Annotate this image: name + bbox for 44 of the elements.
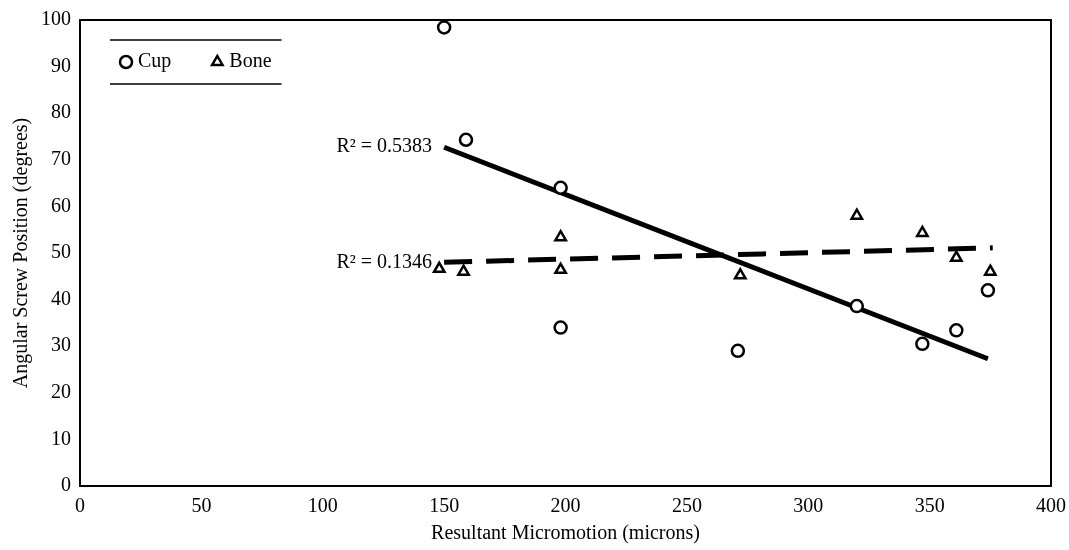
y-tick-label: 20 (51, 380, 71, 403)
point (949, 323, 964, 338)
y-tick-label: 80 (51, 100, 71, 123)
y-tick-label: 90 (51, 53, 71, 76)
point (915, 225, 929, 238)
y-tick-label: 0 (61, 473, 71, 496)
x-tick-label: 0 (75, 494, 85, 517)
point (553, 180, 568, 196)
y-tick-label: 40 (51, 286, 71, 309)
legend-label: Cup (138, 49, 172, 73)
point (983, 264, 997, 276)
x-tick-label: 400 (1036, 494, 1066, 517)
y-axis-title: Angular Screw Position (degrees) (9, 117, 33, 389)
y-tick-label: 30 (51, 333, 71, 356)
annotation: R² = 0.1346 (336, 249, 433, 272)
x-tick-label: 100 (307, 494, 338, 517)
x-tick-label: 250 (671, 494, 702, 517)
point (432, 261, 446, 274)
point (915, 336, 930, 352)
y-tick-label: 70 (51, 147, 71, 170)
y-tick-label: 10 (51, 426, 71, 449)
point (980, 283, 996, 298)
legend-label: Bone (229, 49, 272, 72)
y-tick-label: 100 (41, 7, 71, 30)
point (458, 132, 474, 148)
point (554, 229, 568, 242)
point (730, 343, 746, 359)
point (949, 250, 963, 262)
x-tick-label: 300 (793, 494, 824, 517)
annotation: R² = 0.5383 (336, 134, 433, 157)
point (553, 320, 568, 335)
point (457, 264, 470, 276)
y-tick-label: 60 (51, 193, 71, 216)
point (436, 20, 452, 35)
point (554, 262, 568, 275)
point (849, 298, 865, 314)
x-tick-label: 50 (191, 494, 212, 517)
x-tick-label: 200 (550, 494, 581, 517)
point (733, 268, 747, 280)
x-tick-label: 350 (914, 494, 945, 517)
y-tick-label: 50 (51, 240, 71, 263)
point (850, 208, 864, 220)
x-axis-title: Resultant Micromotion (microns) (431, 521, 700, 545)
x-tick-label: 150 (429, 494, 460, 517)
